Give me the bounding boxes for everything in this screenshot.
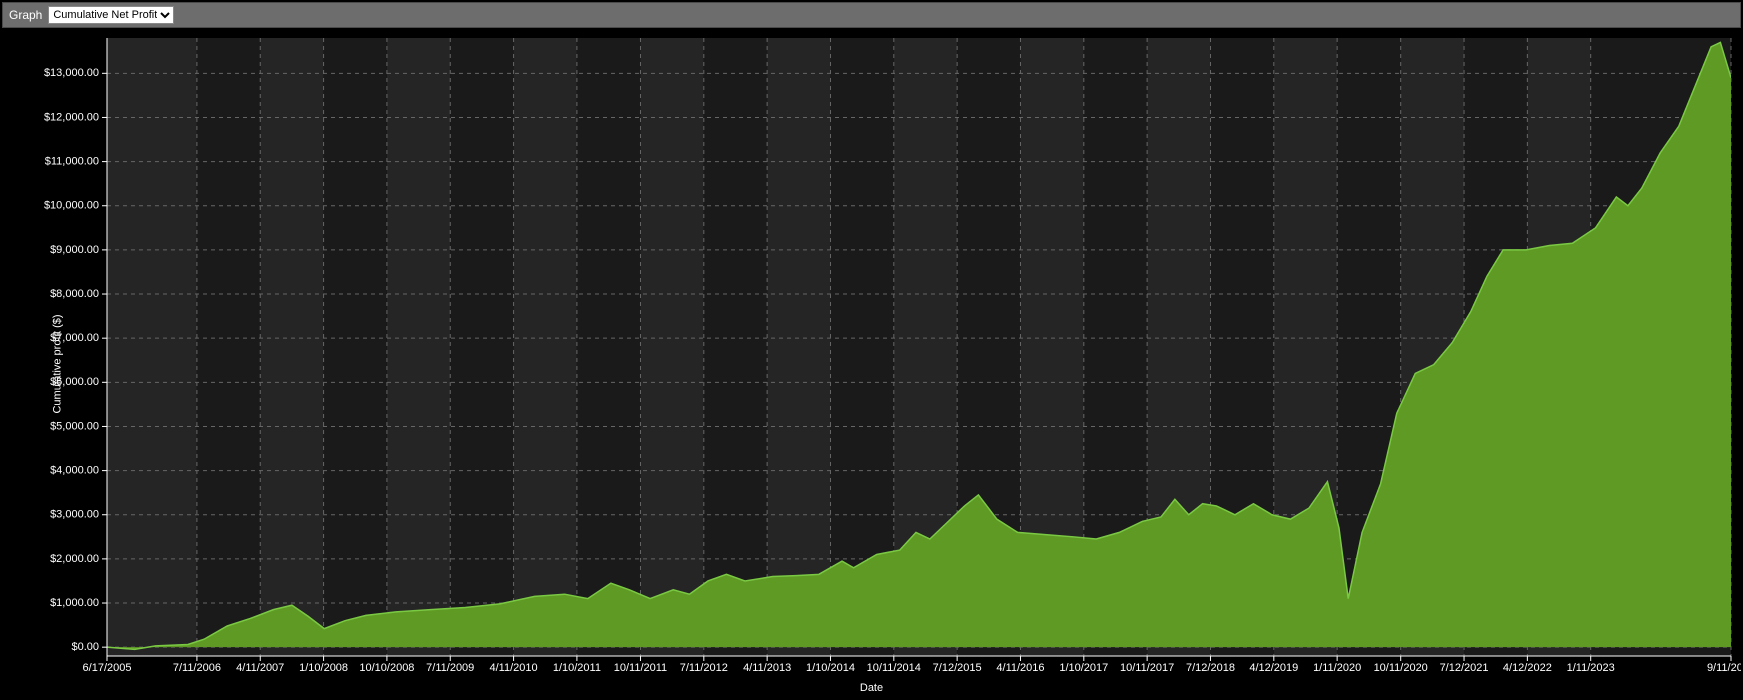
svg-text:$11,000.00: $11,000.00 xyxy=(45,156,99,168)
cumulative-profit-chart[interactable]: $0.00 $1,000.00 $2,000.00 $3,000.00 $4,000.0… xyxy=(2,30,1741,698)
svg-text:$8,000.00: $8,000.00 xyxy=(50,288,99,300)
svg-text:10/11/2020: 10/11/2020 xyxy=(1374,662,1428,674)
svg-text:$3,000.00: $3,000.00 xyxy=(50,509,99,521)
graph-label: Graph xyxy=(9,8,42,22)
svg-text:7/12/2021: 7/12/2021 xyxy=(1440,662,1489,674)
svg-text:1/11/2020: 1/11/2020 xyxy=(1313,662,1361,674)
svg-text:10/11/2017: 10/11/2017 xyxy=(1120,662,1174,674)
svg-text:1/10/2014: 1/10/2014 xyxy=(806,662,855,674)
svg-text:$0.00: $0.00 xyxy=(71,641,99,653)
chart-toolbar: Graph Cumulative Net Profit xyxy=(2,2,1741,28)
svg-text:7/11/2012: 7/11/2012 xyxy=(680,662,728,674)
svg-text:$4,000.00: $4,000.00 xyxy=(50,465,99,477)
svg-text:4/12/2019: 4/12/2019 xyxy=(1249,662,1298,674)
svg-text:1/10/2011: 1/10/2011 xyxy=(553,662,601,674)
svg-text:10/11/2011: 10/11/2011 xyxy=(614,662,667,674)
svg-text:4/11/2016: 4/11/2016 xyxy=(996,662,1044,674)
y-axis-label: Cumulative profit ($) xyxy=(52,314,64,413)
svg-text:4/11/2010: 4/11/2010 xyxy=(490,662,538,674)
svg-text:$1,000.00: $1,000.00 xyxy=(50,597,99,609)
chart-container: Cumulative profit ($) Date $0.00 $1,000.0… xyxy=(2,30,1741,698)
svg-text:$9,000.00: $9,000.00 xyxy=(50,244,99,256)
svg-text:7/11/2009: 7/11/2009 xyxy=(426,662,474,674)
svg-text:$2,000.00: $2,000.00 xyxy=(50,553,99,565)
graph-type-select[interactable]: Cumulative Net Profit xyxy=(48,6,174,24)
svg-text:$13,000.00: $13,000.00 xyxy=(44,67,99,79)
svg-text:4/12/2022: 4/12/2022 xyxy=(1503,662,1552,674)
svg-text:$5,000.00: $5,000.00 xyxy=(50,420,99,432)
svg-text:7/12/2015: 7/12/2015 xyxy=(933,662,982,674)
svg-text:4/11/2007: 4/11/2007 xyxy=(236,662,284,674)
svg-text:$12,000.00: $12,000.00 xyxy=(44,111,99,123)
svg-text:4/11/2013: 4/11/2013 xyxy=(743,662,791,674)
svg-text:10/10/2008: 10/10/2008 xyxy=(359,662,414,674)
svg-text:7/11/2006: 7/11/2006 xyxy=(173,662,221,674)
svg-text:1/10/2017: 1/10/2017 xyxy=(1059,662,1108,674)
x-axis-label: Date xyxy=(860,682,883,694)
svg-text:10/11/2014: 10/11/2014 xyxy=(867,662,921,674)
svg-text:1/10/2008: 1/10/2008 xyxy=(299,662,348,674)
svg-text:9/11/2024: 9/11/2024 xyxy=(1707,662,1741,674)
svg-text:6/17/2005: 6/17/2005 xyxy=(83,662,132,674)
svg-text:$10,000.00: $10,000.00 xyxy=(44,200,99,212)
svg-text:1/11/2023: 1/11/2023 xyxy=(1567,662,1615,674)
svg-text:7/12/2018: 7/12/2018 xyxy=(1186,662,1235,674)
